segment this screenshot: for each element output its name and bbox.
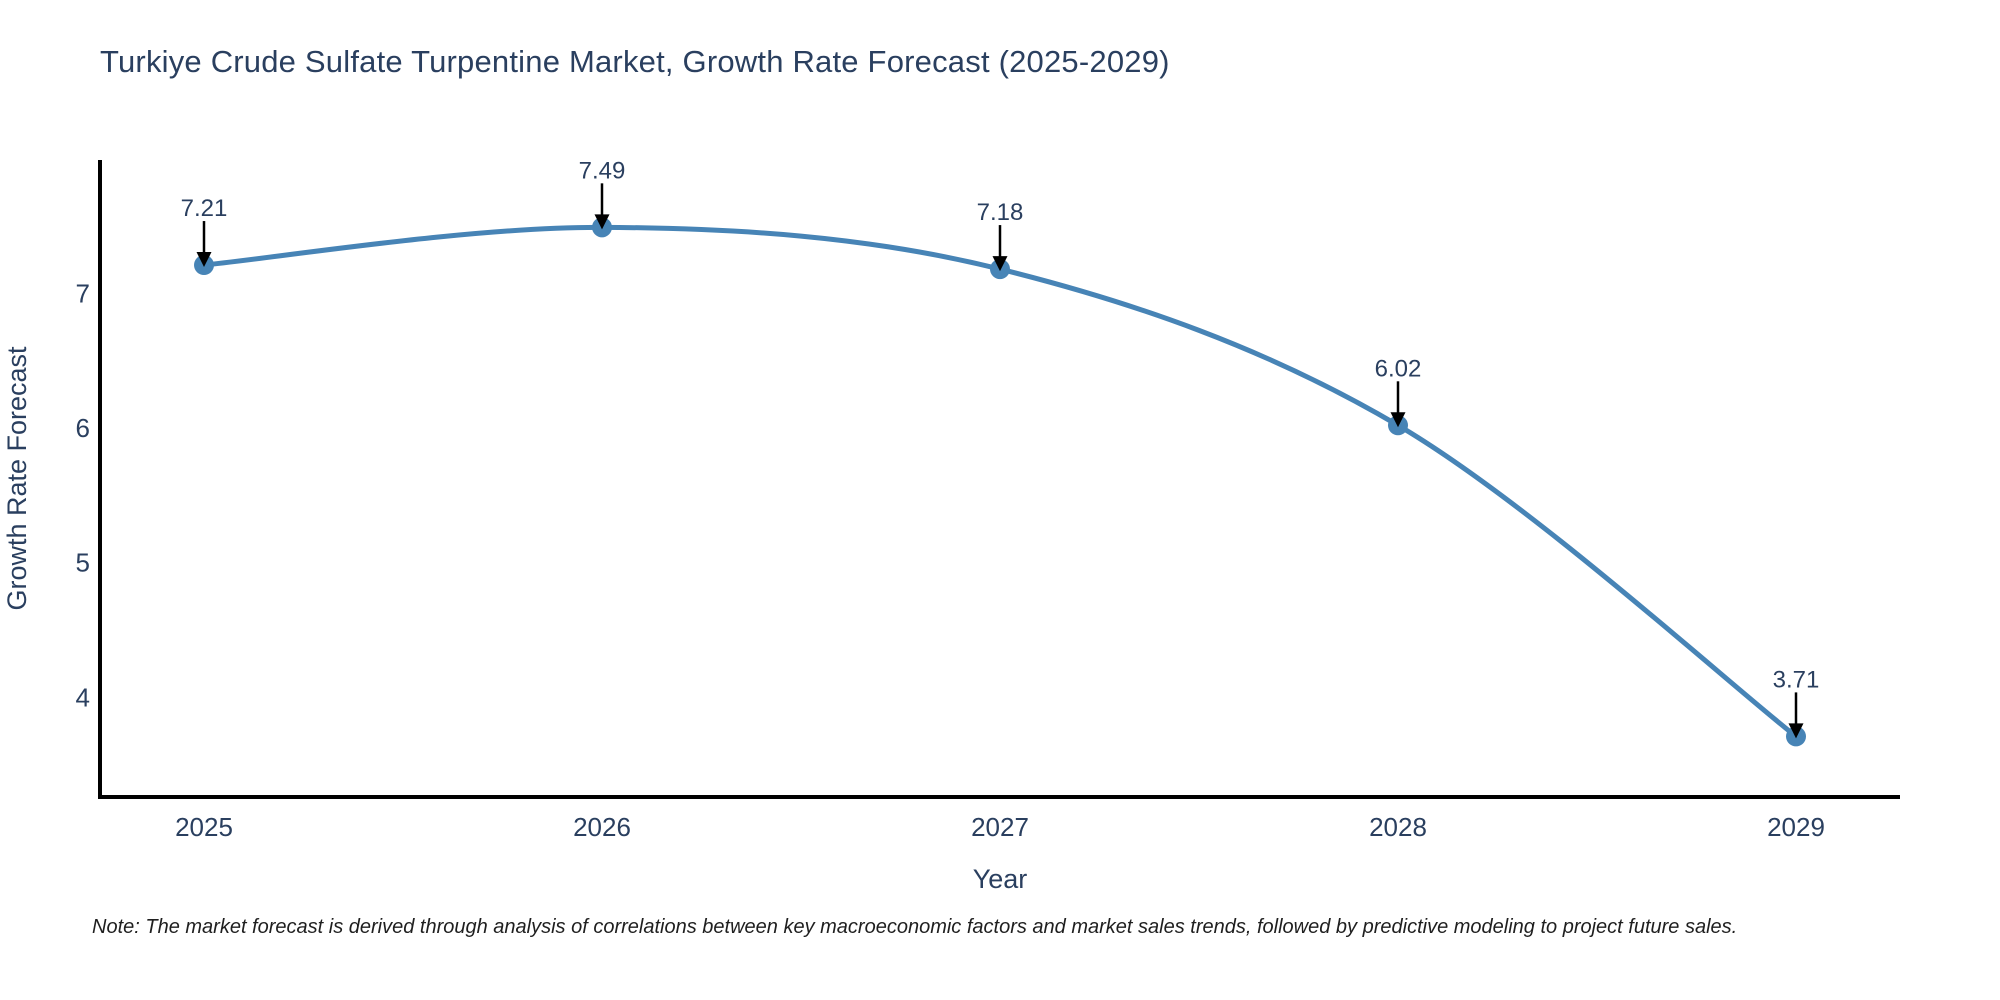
x-tick-label: 2027 <box>971 812 1029 842</box>
x-tick-label: 2028 <box>1369 812 1427 842</box>
chart-title: Turkiye Crude Sulfate Turpentine Market,… <box>100 44 1170 79</box>
annotation-arrowhead <box>594 214 610 230</box>
annotation-label: 3.71 <box>1773 666 1820 693</box>
annotation-label: 7.49 <box>579 157 626 184</box>
annotation-arrowhead <box>1390 412 1406 428</box>
annotation-arrowhead <box>1788 723 1804 739</box>
annotation-label: 7.21 <box>181 195 228 222</box>
annotation-label: 6.02 <box>1375 355 1422 382</box>
annotation-label: 7.18 <box>977 199 1024 226</box>
annotation-arrowhead <box>992 256 1008 272</box>
x-tick-label: 2029 <box>1767 812 1825 842</box>
x-axis-title: Year <box>973 864 1028 894</box>
y-tick-label: 4 <box>76 682 90 712</box>
x-tick-label: 2026 <box>573 812 631 842</box>
x-tick-label: 2025 <box>175 812 233 842</box>
annotation-arrowhead <box>196 252 212 268</box>
y-tick-label: 5 <box>76 548 90 578</box>
y-tick-label: 6 <box>76 413 90 443</box>
footnote: Note: The market forecast is derived thr… <box>92 916 1738 938</box>
y-tick-label: 7 <box>76 278 90 308</box>
axis-lines <box>98 160 1900 799</box>
y-axis-title: Growth Rate Forecast <box>2 346 32 611</box>
trend-line <box>203 224 1798 739</box>
